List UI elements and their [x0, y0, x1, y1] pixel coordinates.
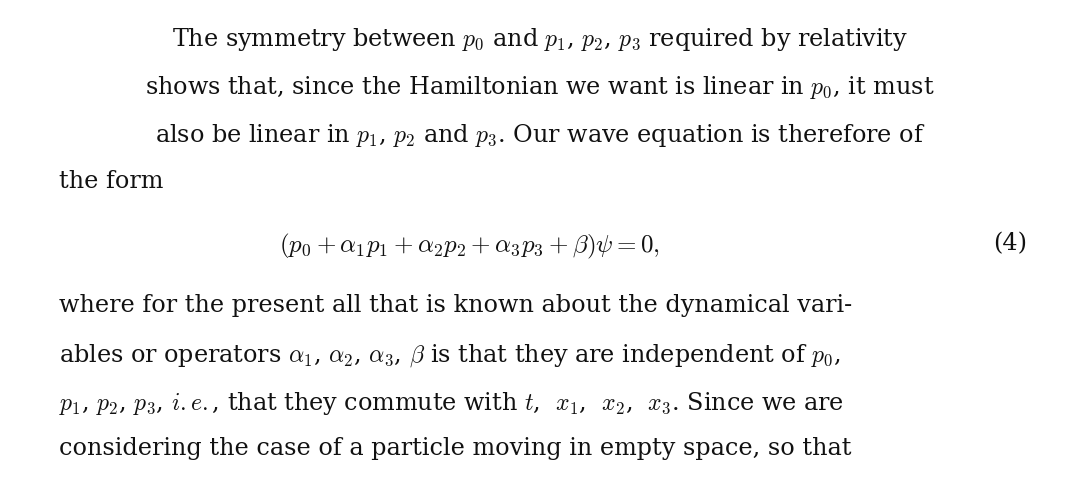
Text: (4): (4) [993, 232, 1027, 255]
Text: $p_1$, $p_2$, $p_3$, $\mathit{i.e.}$, that they commute with $t$,  $x_1$,  $x_2$: $p_1$, $p_2$, $p_3$, $\mathit{i.e.}$, th… [59, 390, 845, 416]
Text: The symmetry between $p_0$ and $p_1$, $p_2$, $p_3$ required by relativity: The symmetry between $p_0$ and $p_1$, $p… [172, 26, 908, 53]
Text: ables or operators $\alpha_1$, $\alpha_2$, $\alpha_3$, $\beta$ is that they are : ables or operators $\alpha_1$, $\alpha_2… [59, 342, 841, 369]
Text: $(p_0+\alpha_1 p_1+\alpha_2 p_2+\alpha_3 p_3+\beta)\psi = 0,$: $(p_0+\alpha_1 p_1+\alpha_2 p_2+\alpha_3… [280, 232, 660, 261]
Text: where for the present all that is known about the dynamical vari-: where for the present all that is known … [59, 294, 852, 317]
Text: shows that, since the Hamiltonian we want is linear in $p_0$, it must: shows that, since the Hamiltonian we wan… [145, 74, 935, 101]
Text: considering the case of a particle moving in empty space, so that: considering the case of a particle movin… [59, 437, 852, 460]
Text: the form: the form [59, 170, 164, 193]
Text: also be linear in $p_1$, $p_2$ and $p_3$. Our wave equation is therefore of: also be linear in $p_1$, $p_2$ and $p_3$… [154, 122, 926, 149]
